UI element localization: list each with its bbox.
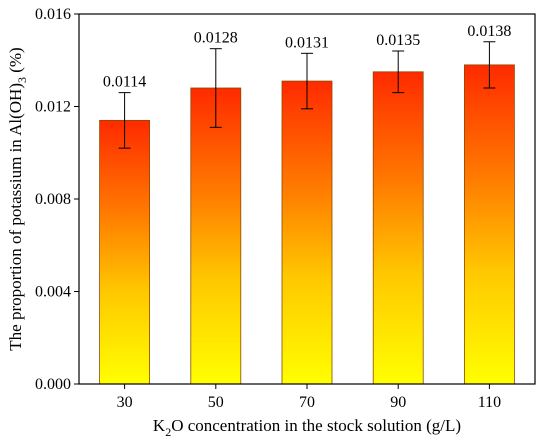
data-label-90: 0.0135 (376, 32, 420, 49)
data-label-50: 0.0128 (194, 30, 238, 47)
y-tick-label-2: 0.008 (35, 191, 71, 208)
y-axis-title: The proportion of potassium in Al(OH)3 (… (6, 47, 29, 350)
bar-90 (372, 71, 424, 385)
data-label-30: 0.0114 (103, 74, 146, 91)
data-label-70: 0.0131 (285, 34, 329, 51)
y-axis-title-sub: 3 (15, 77, 29, 83)
x-axis-ticks: 30 50 70 90 110 (117, 384, 501, 411)
x-tick-label-30: 30 (117, 394, 133, 411)
x-tick-label-50: 50 (208, 394, 224, 411)
bar-110 (463, 64, 515, 385)
x-tick-label-90: 90 (390, 394, 406, 411)
bar-70 (281, 80, 333, 385)
y-tick-label-0: 0.000 (35, 376, 71, 393)
y-tick-label-1: 0.004 (35, 284, 71, 301)
y-axis-title-rest: (%) (6, 47, 25, 77)
x-tick-label-70: 70 (299, 394, 315, 411)
bar-50 (190, 87, 242, 385)
bars-layer (99, 64, 515, 385)
bar-30 (99, 119, 150, 385)
x-tick-label-110: 110 (478, 394, 501, 411)
y-tick-label-4: 0.016 (35, 6, 71, 23)
y-axis-title-main: The proportion of potassium in Al(OH) (6, 83, 25, 351)
y-axis-ticks: 0.000 0.004 0.008 0.012 0.016 (35, 6, 79, 393)
y-tick-label-3: 0.012 (35, 99, 71, 116)
x-axis-title-rest: O concentration in the stock solution (g… (171, 416, 461, 435)
x-axis-title-main: K (153, 416, 166, 435)
data-label-110: 0.0138 (467, 23, 511, 40)
x-axis-title: K2O concentration in the stock solution … (153, 416, 461, 439)
error-bars-layer (118, 41, 496, 149)
data-labels-layer: 0.0114 0.0128 0.0131 0.0135 0.0138 (103, 23, 512, 91)
x-axis-title-sub: 2 (165, 425, 171, 439)
